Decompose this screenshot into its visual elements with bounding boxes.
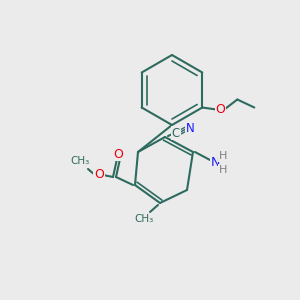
Text: N: N bbox=[210, 155, 220, 169]
Text: H: H bbox=[219, 151, 227, 161]
Text: H: H bbox=[219, 165, 227, 175]
Text: O: O bbox=[113, 148, 123, 160]
Text: O: O bbox=[94, 169, 104, 182]
Text: C: C bbox=[172, 127, 180, 140]
Text: N: N bbox=[186, 122, 194, 136]
Text: CH₃: CH₃ bbox=[70, 156, 90, 166]
Text: O: O bbox=[215, 103, 225, 116]
Text: CH₃: CH₃ bbox=[134, 214, 154, 224]
